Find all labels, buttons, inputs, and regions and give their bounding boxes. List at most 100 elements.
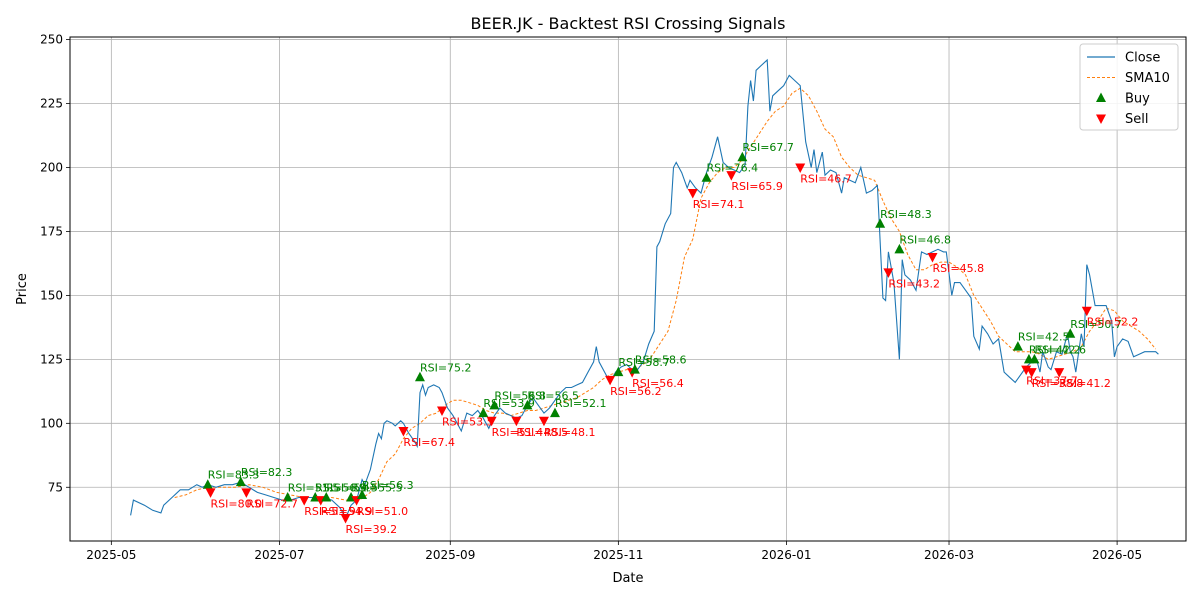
legend-box — [1079, 43, 1179, 131]
buy-signal-label: RSI=67.7 — [742, 141, 794, 154]
sell-signal-marker — [1081, 306, 1092, 317]
buy-signal-label: RSI=56.9 — [315, 482, 367, 495]
sell-signal-label: RSI=53.5 — [442, 416, 494, 429]
sell-signal-marker — [398, 426, 409, 437]
buy-signal-label: RSI=56.3 — [362, 479, 414, 492]
buy-signal-label: RSI=48.3 — [880, 208, 932, 221]
y-tick-label: 175 — [40, 224, 63, 238]
x-axis-label: Date — [612, 571, 643, 586]
buy-signal-label: RSI=75.2 — [420, 361, 472, 374]
legend-sell-swatch — [1096, 114, 1106, 124]
sell-signal-label: RSI=39.2 — [346, 523, 398, 536]
sell-signal-label: RSI=53.9 — [304, 505, 356, 518]
sell-signal-marker — [1026, 368, 1037, 378]
buy-signal-label: RSI=82.3 — [241, 466, 293, 479]
sell-signal-marker — [687, 189, 698, 199]
x-tick-label: 2026-05 — [1092, 548, 1142, 562]
buy-signal-marker — [522, 399, 533, 410]
buy-signal-marker — [414, 371, 425, 382]
buy-signal-marker — [629, 364, 640, 374]
x-tick-label: 2025-09 — [425, 548, 475, 562]
buy-signal-label: RSI=50.7 — [1070, 318, 1122, 331]
buy-signal-label: RSI=56.8 — [494, 389, 546, 402]
sell-signal-marker — [340, 513, 351, 524]
legend: Close SMA10 Buy Sell — [1079, 43, 1179, 131]
y-tick-label: 75 — [48, 480, 63, 494]
x-axis: 2025-05 2025-07 2025-09 2025-11 2026-01 2026-… — [86, 541, 1142, 562]
sell-signal-marker — [605, 375, 616, 386]
y-tick-label: 200 — [40, 160, 63, 174]
sell-signal-label: RSI=65.9 — [731, 180, 783, 193]
legend-label: SMA10 — [1125, 71, 1170, 86]
gridlines — [70, 37, 1186, 541]
buy-signal-label: RSI=52.1 — [555, 397, 607, 410]
close-price-line — [130, 58, 1159, 520]
x-tick-label: 2026-01 — [761, 548, 811, 562]
buy-signal-label: RSI=51.5 — [288, 482, 340, 495]
sell-signal-marker — [486, 416, 497, 427]
buy-signal-label: RSI=53.9 — [483, 397, 535, 410]
buy-signal-label: RSI=42.2 — [1029, 343, 1081, 356]
buy-signal-marker — [549, 407, 560, 418]
chart-title: BEER.JK - Backtest RSI Crossing Signals — [471, 14, 786, 33]
buy-signal-marker — [489, 399, 500, 410]
buy-signal-marker — [875, 218, 886, 228]
buy-signal-label: RSI=46.8 — [899, 233, 951, 246]
buy-signal-marker — [613, 366, 624, 377]
sell-signal-label: RSI=56.4 — [632, 377, 684, 390]
sell-signal-marker — [538, 416, 549, 427]
buy-signal-marker — [737, 151, 748, 162]
sell-signal-marker — [1054, 368, 1065, 378]
buy-signal-label: RSI=55.5 — [351, 482, 403, 495]
buy-signal-label: RSI=56.5 — [527, 389, 579, 402]
sell-signal-label: RSI=54.9 — [321, 505, 373, 518]
sell-signal-label: RSI=74.1 — [693, 198, 745, 211]
buy-signal-label: RSI=54.5 — [326, 482, 378, 495]
sell-signal-label: RSI=41.2 — [1059, 377, 1111, 390]
sell-signal-marker — [241, 488, 252, 498]
buy-signal-label: RSI=83.3 — [208, 469, 260, 482]
sell-signal-marker — [299, 496, 310, 506]
sell-signal-marker — [437, 406, 447, 417]
sell-signal-label: RSI=56.2 — [610, 385, 662, 398]
buy-signal-marker — [357, 489, 368, 499]
legend-buy-swatch — [1096, 92, 1106, 102]
y-tick-label: 250 — [40, 33, 63, 47]
buy-signal-marker — [701, 172, 712, 182]
plot-frame — [69, 36, 1187, 542]
sell-signal-marker — [726, 171, 737, 181]
sell-signal-label: RSI=37.7 — [1026, 375, 1078, 388]
y-tick-label: 225 — [40, 97, 63, 111]
buy-signal-label: RSI=42.5 — [1018, 331, 1070, 344]
buy-signal-marker — [321, 492, 332, 502]
buy-signal-marker — [894, 243, 905, 254]
sell-signal-label: RSI=72.7 — [246, 497, 298, 510]
sell-signal-marker — [927, 253, 938, 263]
buy-signal-marker — [1012, 341, 1023, 351]
sell-signal-label: RSI=46.7 — [800, 172, 852, 185]
sell-signal-label: RSI=80.0 — [211, 497, 263, 510]
sell-signal-marker — [795, 163, 806, 173]
legend-label: Buy — [1125, 92, 1150, 107]
buy-signal-marker — [1065, 328, 1076, 338]
sell-signal-label: RSI=51.0 — [357, 505, 409, 518]
y-axis-label: Price — [15, 273, 30, 305]
buy-signal-label: RSI=58.6 — [635, 354, 687, 367]
x-tick-label: 2025-05 — [86, 548, 136, 562]
buy-signal-label: RSI=42.6 — [1034, 343, 1086, 356]
sell-signal-marker — [511, 416, 522, 427]
y-tick-label: 150 — [40, 288, 63, 302]
buy-signal-label: RSI=58.7 — [618, 356, 670, 369]
sell-signal-label: RSI=67.4 — [403, 436, 455, 449]
buy-signal-marker — [1029, 353, 1040, 364]
x-tick-label: 2026-03 — [924, 548, 974, 562]
x-tick-label: 2025-11 — [593, 548, 643, 562]
sell-signal-label: RSI=45.8 — [932, 262, 984, 275]
sell-signal-label: RSI=48.5 — [516, 426, 568, 439]
sell-signal-label: RSI=48.1 — [544, 426, 596, 439]
legend-label: Sell — [1125, 112, 1148, 127]
sell-signal-label: RSI=51.4 — [492, 426, 544, 439]
x-tick-label: 2025-07 — [254, 548, 304, 562]
y-axis: 75 100 125 150 175 200 225 250 — [40, 33, 70, 494]
